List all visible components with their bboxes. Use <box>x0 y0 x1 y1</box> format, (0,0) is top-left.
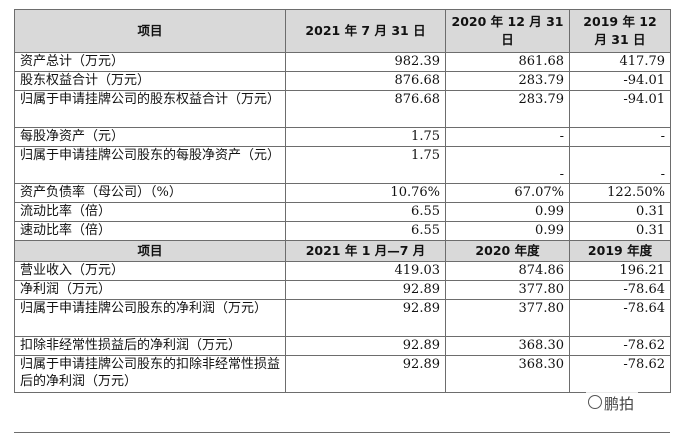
value-2020: 0.99 <box>445 221 570 241</box>
row-label: 速动比率（倍） <box>14 221 286 241</box>
value-2021: 876.68 <box>285 90 446 128</box>
value-2020: 368.30 <box>445 355 570 393</box>
header-2021-period: 2021 年 1 月—7 月 <box>285 240 446 262</box>
row-label: 归属于申请挂牌公司的股东权益合计（万元） <box>14 90 286 128</box>
value-2020: 874.86 <box>445 261 570 281</box>
row-label: 净利润（万元） <box>14 280 286 300</box>
value-2020: 368.30 <box>445 336 570 356</box>
row-label: 归属于申请挂牌公司股东的每股净资产（元） <box>14 146 286 184</box>
value-2019: - <box>569 127 671 147</box>
table-header-row: 项目 2021 年 1 月—7 月 2020 年度 2019 年度 <box>14 240 671 262</box>
value-2021: 92.89 <box>285 336 446 356</box>
value-2020: 377.80 <box>445 280 570 300</box>
header-2019-year: 2019 年度 <box>569 240 671 262</box>
value-2021: 1.75 <box>285 146 446 184</box>
value-2019: 0.31 <box>569 221 671 241</box>
wechat-logo-icon <box>588 395 602 409</box>
value-2020: 377.80 <box>445 299 570 337</box>
table-row: 速动比率（倍） 6.55 0.99 0.31 <box>14 221 671 241</box>
value-2021: 92.89 <box>285 355 446 393</box>
row-label: 归属于申请挂牌公司股东的净利润（万元） <box>14 299 286 337</box>
value-2019: -94.01 <box>569 71 671 91</box>
table-row: 资产负债率（母公司）（%） 10.76% 67.07% 122.50% <box>14 183 671 203</box>
value-2019: 417.79 <box>569 52 671 72</box>
header-2021: 2021 年 7 月 31 日 <box>285 9 446 53</box>
header-2020: 2020 年 12 月 31 日 <box>445 9 570 53</box>
value-2020: - <box>445 127 570 147</box>
table-header-row: 项目 2021 年 7 月 31 日 2020 年 12 月 31 日 2019… <box>14 9 671 53</box>
value-2021: 1.75 <box>285 127 446 147</box>
value-2021: 419.03 <box>285 261 446 281</box>
header-item: 项目 <box>14 9 286 53</box>
value-2019: -78.62 <box>569 355 671 393</box>
value-2021: 876.68 <box>285 71 446 91</box>
table-row: 归属于申请挂牌公司股东的净利润（万元） 92.89 377.80 -78.64 <box>14 299 671 337</box>
table-row: 归属于申请挂牌公司股东的扣除非经常性损益后的净利润（万元） 92.89 368.… <box>14 355 671 393</box>
watermark-text: 鹏拍 <box>604 395 635 413</box>
table-row: 归属于申请挂牌公司股东的每股净资产（元） 1.75 - - <box>14 146 671 184</box>
row-label: 流动比率（倍） <box>14 202 286 222</box>
table-row: 扣除非经常性损益后的净利润（万元） 92.89 368.30 -78.62 <box>14 336 671 356</box>
value-2020: 0.99 <box>445 202 570 222</box>
header-2020-year: 2020 年度 <box>445 240 570 262</box>
value-2019: 196.21 <box>569 261 671 281</box>
row-label: 每股净资产（元） <box>14 127 286 147</box>
financial-table-container: 项目 2021 年 7 月 31 日 2020 年 12 月 31 日 2019… <box>14 9 671 393</box>
value-2021: 982.39 <box>285 52 446 72</box>
next-row-partial <box>14 432 670 440</box>
value-2020: 67.07% <box>445 183 570 203</box>
row-label: 资产负债率（母公司）（%） <box>14 183 286 203</box>
value-2019: -94.01 <box>569 90 671 128</box>
value-2020: 861.68 <box>445 52 570 72</box>
watermark: 鹏拍 <box>586 392 639 415</box>
header-2019: 2019 年 12 月 31 日 <box>569 9 671 53</box>
row-label: 营业收入（万元） <box>14 261 286 281</box>
value-2019: -78.64 <box>569 280 671 300</box>
financial-summary-table: 项目 2021 年 7 月 31 日 2020 年 12 月 31 日 2019… <box>14 9 671 393</box>
value-2019: -78.64 <box>569 299 671 337</box>
row-label: 扣除非经常性损益后的净利润（万元） <box>14 336 286 356</box>
value-2021: 6.55 <box>285 202 446 222</box>
value-2019: - <box>569 146 671 184</box>
table-row: 资产总计（万元） 982.39 861.68 417.79 <box>14 52 671 72</box>
table-row: 归属于申请挂牌公司的股东权益合计（万元） 876.68 283.79 -94.0… <box>14 90 671 128</box>
table-row: 股东权益合计（万元） 876.68 283.79 -94.01 <box>14 71 671 91</box>
table-row: 净利润（万元） 92.89 377.80 -78.64 <box>14 280 671 300</box>
row-label: 归属于申请挂牌公司股东的扣除非经常性损益后的净利润（万元） <box>14 355 286 393</box>
table-row: 流动比率（倍） 6.55 0.99 0.31 <box>14 202 671 222</box>
row-label: 资产总计（万元） <box>14 52 286 72</box>
value-2019: 122.50% <box>569 183 671 203</box>
table-row: 营业收入（万元） 419.03 874.86 196.21 <box>14 261 671 281</box>
value-2021: 92.89 <box>285 299 446 337</box>
value-2020: 283.79 <box>445 90 570 128</box>
header-item: 项目 <box>14 240 286 262</box>
value-2019: -78.62 <box>569 336 671 356</box>
value-2019: 0.31 <box>569 202 671 222</box>
value-2021: 92.89 <box>285 280 446 300</box>
table-row: 每股净资产（元） 1.75 - - <box>14 127 671 147</box>
value-2021: 10.76% <box>285 183 446 203</box>
value-2021: 6.55 <box>285 221 446 241</box>
row-label: 股东权益合计（万元） <box>14 71 286 91</box>
value-2020: - <box>445 146 570 184</box>
value-2020: 283.79 <box>445 71 570 91</box>
